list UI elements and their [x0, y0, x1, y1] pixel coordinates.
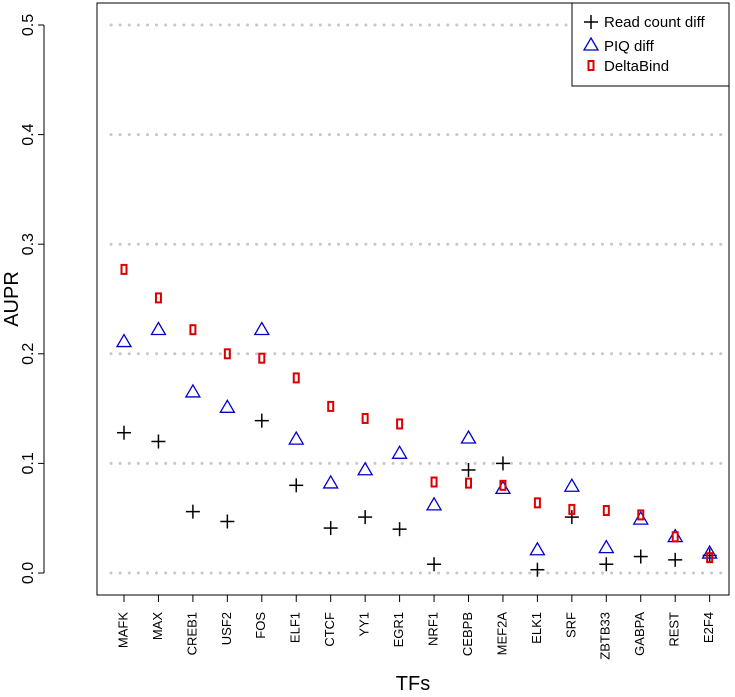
x-tick-label: NRF1: [425, 612, 440, 646]
point-piq: [357, 461, 374, 476]
x-tick-label: USF2: [219, 612, 234, 645]
x-tick-label: ELK1: [529, 612, 544, 644]
point-read-count: [668, 552, 683, 567]
point-read-count: [702, 548, 717, 563]
point-piq: [425, 496, 443, 511]
point-piq: [529, 541, 546, 556]
y-tick-label: 0.0: [20, 562, 37, 584]
point-piq: [288, 430, 305, 445]
point-deltabind: [327, 400, 335, 412]
point-read-count: [530, 562, 545, 577]
x-tick-label: CREB1: [184, 612, 199, 655]
point-deltabind: [258, 352, 266, 364]
x-axis: MAFK MAX CREB1 USF2 FOS ELF1 CTCF YY1 EGR1 NRF1 CE…: [115, 594, 716, 660]
legend-label-deltabind: DeltaBind: [604, 58, 669, 75]
point-piq: [219, 399, 236, 413]
x-tick-label: FOS: [253, 612, 268, 639]
point-read-count: [117, 425, 131, 440]
y-axis-title: AUPR: [1, 271, 23, 327]
point-piq: [494, 480, 512, 495]
point-piq: [632, 510, 649, 525]
point-piq: [701, 544, 718, 559]
point-deltabind: [430, 476, 438, 488]
point-deltabind: [706, 552, 714, 564]
y-tick-label: 0.4: [20, 123, 37, 145]
point-deltabind: [223, 348, 231, 360]
x-tick-label: EGR1: [391, 612, 406, 647]
point-deltabind: [465, 477, 472, 489]
point-read-count: [323, 521, 338, 536]
point-piq: [115, 333, 133, 348]
point-deltabind: [292, 372, 300, 384]
point-read-count: [151, 434, 166, 449]
point-read-count: [392, 522, 407, 537]
plot-frame: [96, 2, 730, 596]
y-axis: 0.0 0.1 0.2 0.3 0.4 0.5: [20, 14, 45, 584]
legend: Read count diff PIQ diff DeltaBind: [571, 2, 730, 87]
x-tick-label: MAFK: [115, 612, 130, 648]
legend-label-read-count: Read count diff: [604, 14, 705, 31]
x-tick-label: MEF2A: [494, 612, 509, 656]
point-deltabind: [189, 324, 197, 336]
point-read-count: [427, 557, 442, 572]
point-piq: [253, 321, 270, 336]
point-piq: [598, 539, 615, 554]
y-tick-label: 0.5: [20, 14, 37, 36]
point-read-count: [185, 504, 200, 519]
point-deltabind: [671, 531, 679, 543]
y-tick-label: 0.3: [20, 233, 37, 255]
point-read-count: [220, 514, 235, 529]
point-read-count: [461, 462, 476, 477]
legend-symbol-piq: [582, 36, 600, 51]
point-deltabind: [533, 497, 541, 509]
legend-label-piq: PIQ diff: [604, 38, 655, 55]
x-tick-label: E2F4: [701, 612, 716, 643]
x-tick-label: SRF: [563, 612, 578, 638]
legend-symbol-read-count: [584, 15, 598, 29]
point-deltabind: [602, 505, 610, 517]
point-read-count: [564, 510, 579, 525]
point-read-count: [599, 557, 614, 572]
point-piq: [460, 429, 477, 444]
point-piq: [150, 321, 167, 336]
x-tick-label: ELF1: [288, 612, 303, 643]
point-piq: [563, 477, 580, 492]
point-deltabind: [499, 479, 507, 491]
point-read-count: [495, 456, 510, 471]
point-piq: [322, 474, 339, 489]
point-deltabind: [637, 509, 645, 521]
point-deltabind: [396, 418, 404, 430]
x-tick-label: CEBPB: [460, 612, 475, 656]
point-piq: [391, 445, 408, 459]
point-piq: [184, 383, 202, 398]
y-tick-label: 0.2: [20, 343, 37, 365]
point-read-count: [289, 478, 304, 493]
x-tick-label: MAX: [150, 612, 165, 641]
x-tick-label: CTCF: [322, 612, 337, 647]
legend-box: [571, 2, 730, 87]
point-deltabind: [568, 503, 576, 515]
y-tick-label: 0.1: [20, 452, 37, 474]
x-tick-label: GABPA: [632, 612, 647, 656]
x-tick-label: ZBTB33: [598, 612, 613, 660]
x-tick-label: REST: [667, 612, 682, 647]
point-deltabind: [361, 412, 369, 424]
grid-lines: [109, 23, 727, 575]
x-axis-title: TFs: [396, 673, 430, 695]
legend-symbol-deltabind: [587, 60, 595, 71]
point-read-count: [358, 510, 373, 525]
point-deltabind: [120, 263, 128, 275]
data-points: [115, 263, 718, 577]
point-read-count: [254, 413, 269, 428]
point-deltabind: [154, 292, 162, 304]
x-tick-label: YY1: [357, 612, 372, 637]
point-read-count: [633, 549, 648, 564]
